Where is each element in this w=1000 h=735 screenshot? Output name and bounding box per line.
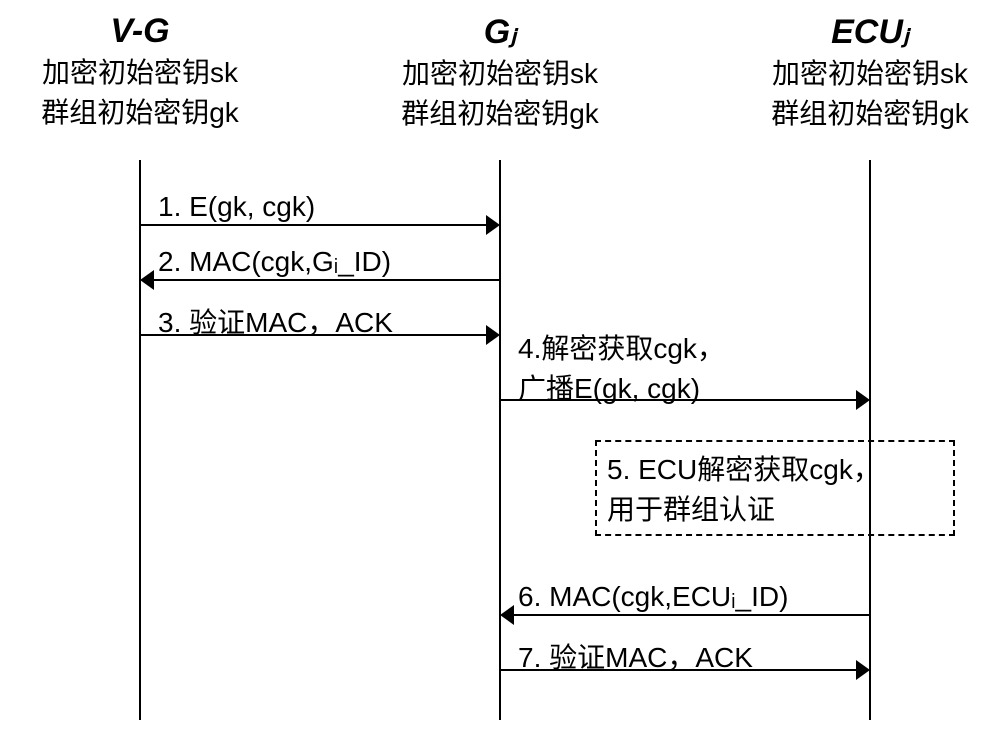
participant-ecu-sub1: 加密初始密钥sk [740,52,1000,92]
note-step5: 5. ECU解密获取cgk， 用于群组认证 [595,440,955,536]
message-line-m3 [140,334,486,336]
participant-ecu-title: ECUⱼ [740,12,1000,52]
participant-gj-sub1: 加密初始密钥sk [380,52,620,92]
message-line-m7 [500,669,856,671]
message-label-m4-line1: 4.解密获取cgk， [518,327,725,367]
sequence-diagram: V-G 加密初始密钥sk 群组初始密钥gk Gⱼ 加密初始密钥sk 群组初始密钥… [0,0,1000,735]
arrowhead-m1 [486,215,500,235]
message-label-m1: 1. E(gk, cgk) [158,191,315,223]
participant-vg-sub2: 群组初始密钥gk [20,91,260,131]
participant-gj-header: Gⱼ 加密初始密钥sk 群组初始密钥gk [380,12,620,132]
note-step5-line1: 5. ECU解密获取cgk， [607,448,943,488]
message-label-m2: 2. MAC(cgk,Gᵢ_ID) [158,246,391,278]
arrowhead-m2 [140,270,154,290]
participant-ecu-sub2: 群组初始密钥gk [740,92,1000,132]
note-step5-line2: 用于群组认证 [607,488,943,528]
arrowhead-m6 [500,605,514,625]
message-label-m4: 4.解密获取cgk，广播E(gk, cgk) [518,327,725,407]
arrowhead-m7 [856,660,870,680]
message-label-m6: 6. MAC(cgk,ECUᵢ_ID) [518,581,788,613]
participant-gj-title: Gⱼ [380,12,620,52]
arrowhead-m3 [486,325,500,345]
participant-gj-sub2: 群组初始密钥gk [380,92,620,132]
participant-vg-title: V-G [20,12,260,51]
lifeline-gj [499,160,501,720]
participant-vg-sub1: 加密初始密钥sk [20,51,260,91]
participant-ecu-header: ECUⱼ 加密初始密钥sk 群组初始密钥gk [740,12,1000,132]
message-line-m2 [154,279,500,281]
arrowhead-m4 [856,390,870,410]
message-line-m6 [514,614,870,616]
participant-vg-header: V-G 加密初始密钥sk 群组初始密钥gk [20,12,260,131]
lifeline-vg [139,160,141,720]
message-line-m4 [500,399,856,401]
message-line-m1 [140,224,486,226]
